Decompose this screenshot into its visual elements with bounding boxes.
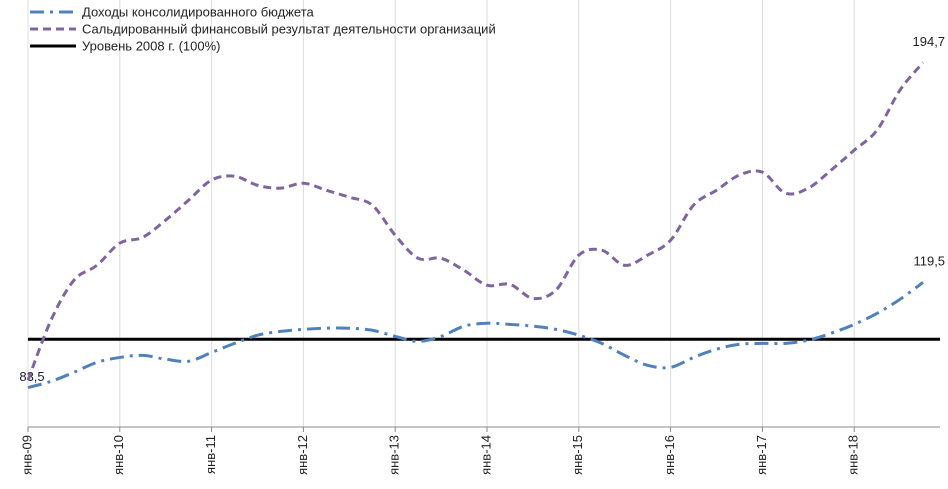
legend-label: Сальдированный финансовый результат деят… (82, 21, 496, 36)
x-tick-label: янв-15 (570, 435, 585, 475)
legend-label: Уровень 2008 г. (100%) (82, 38, 221, 53)
series-line (26, 61, 925, 381)
data-label: 119,5 (913, 254, 945, 269)
x-tick-label: янв-13 (387, 435, 402, 475)
x-tick-label: янв-09 (19, 435, 34, 475)
x-tick-label: янв-18 (846, 435, 861, 475)
x-tick-label: янв-12 (295, 435, 310, 475)
data-label: 83,5 (19, 369, 44, 384)
legend-label: Доходы консолидированного бюджета (82, 4, 315, 19)
series-line (27, 281, 924, 389)
x-tick-label: янв-14 (478, 435, 493, 475)
data-label: 194,7 (913, 34, 946, 49)
x-tick-label: янв-17 (754, 435, 769, 475)
x-tick-label: янв-16 (662, 435, 677, 475)
x-tick-label: янв-11 (203, 435, 218, 474)
x-tick-label: янв-10 (111, 435, 126, 475)
